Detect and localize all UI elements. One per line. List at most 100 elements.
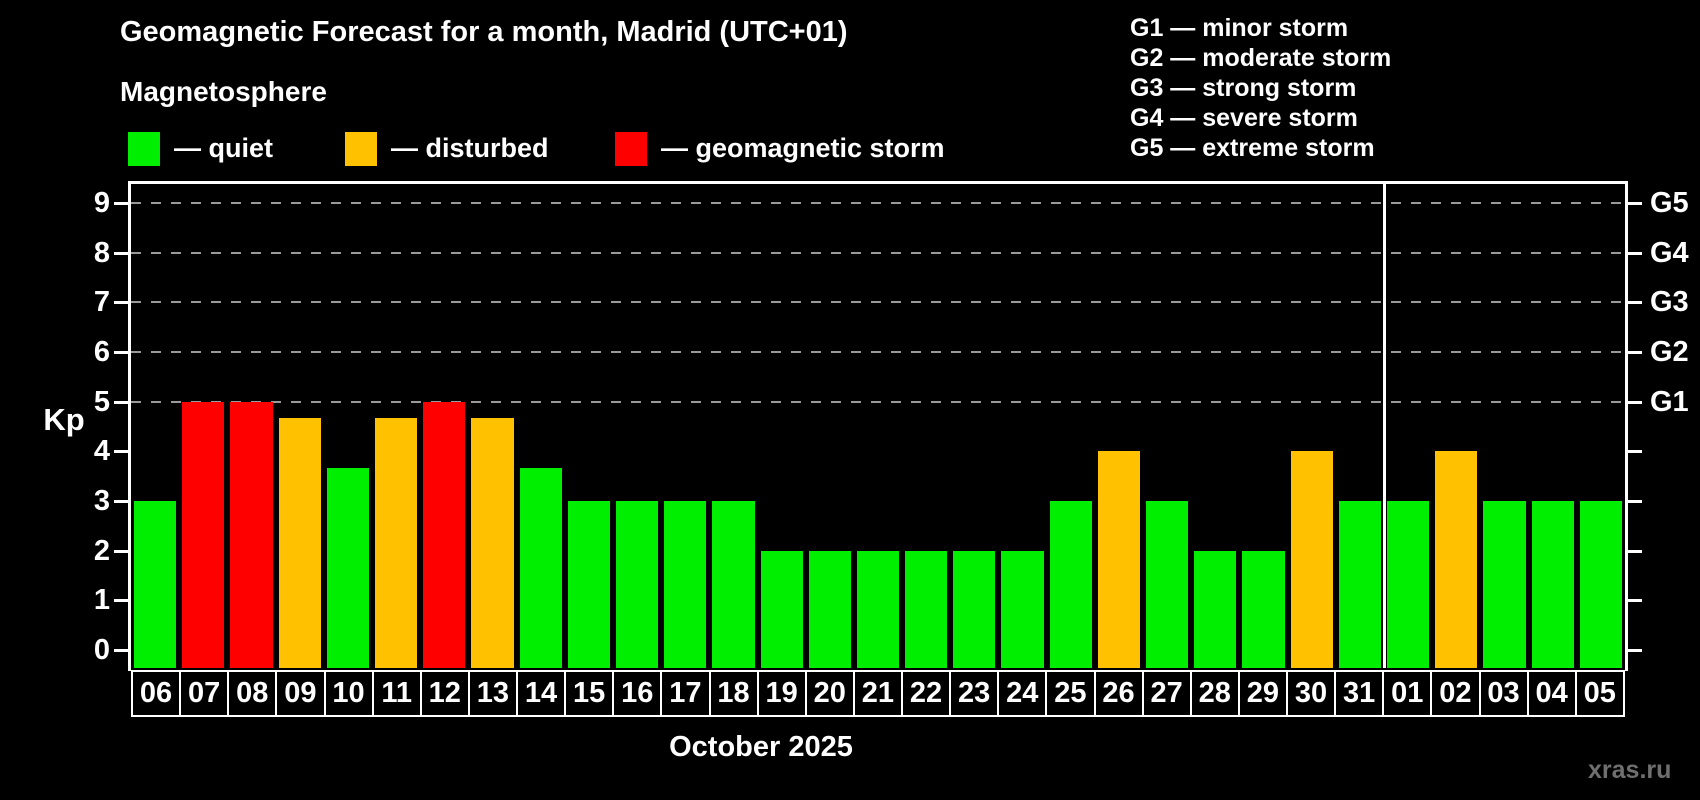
- kp-bar-day-01: [1387, 501, 1430, 668]
- day-cell-13: 13: [467, 670, 518, 717]
- kp-bar-day-13: [471, 418, 514, 668]
- month-label: October 2025: [669, 731, 853, 763]
- y-tick-right-7: [1628, 301, 1642, 305]
- storm-legend-line-4: G4 — severe storm: [1130, 104, 1358, 132]
- day-cell-21: 21: [852, 670, 903, 717]
- kp-bar-day-15: [567, 501, 610, 668]
- kp-bar-day-02: [1435, 451, 1478, 668]
- right-axis-label-G4: G4: [1650, 236, 1689, 269]
- day-cell-25: 25: [1045, 670, 1096, 717]
- storm-legend-line-5: G5 — extreme storm: [1130, 134, 1375, 162]
- y-tick-left-7: [114, 301, 128, 305]
- storm-scale-legend: G1 — minor storm G2 — moderate storm G3 — …: [1130, 13, 1391, 163]
- y-tick-label-5: 5: [93, 385, 110, 418]
- y-tick-label-1: 1: [93, 584, 110, 617]
- y-tick-right-0: [1628, 649, 1642, 652]
- y-axis-line: [128, 181, 131, 671]
- y-tick-label-2: 2: [93, 534, 110, 567]
- day-cell-12: 12: [419, 670, 470, 717]
- right-axis-label-G5: G5: [1650, 186, 1689, 219]
- y-tick-left-3: [114, 499, 128, 503]
- right-axis-label-G2: G2: [1650, 335, 1689, 368]
- right-axis-label-G1: G1: [1650, 385, 1689, 418]
- legend-swatch-storm: [615, 131, 647, 166]
- day-cell-17: 17: [660, 670, 711, 717]
- kp-bar-day-23: [953, 550, 996, 668]
- y-tick-left-8: [114, 251, 128, 255]
- kp-bar-day-05: [1579, 501, 1622, 668]
- kp-bar-day-06: [134, 501, 177, 668]
- plot-area: [131, 183, 1625, 668]
- kp-bar-day-03: [1483, 501, 1526, 668]
- day-cell-08: 08: [227, 670, 278, 717]
- storm-legend-line-2: G2 — moderate storm: [1130, 44, 1392, 72]
- y-tick-label-9: 9: [93, 186, 110, 219]
- kp-bar-day-26: [1097, 451, 1141, 668]
- right-axis-label-G3: G3: [1650, 286, 1689, 319]
- month-separator-line: [1382, 183, 1386, 668]
- day-cell-18: 18: [708, 670, 759, 717]
- y-tick-left-0: [114, 649, 128, 652]
- legend-label-storm: — geomagnetic storm: [661, 133, 945, 163]
- day-cell-28: 28: [1189, 670, 1240, 717]
- day-cell-01: 01: [1382, 670, 1433, 717]
- kp-bar-day-07: [182, 401, 225, 668]
- day-cell-26: 26: [1093, 670, 1144, 717]
- day-cell-31: 31: [1334, 670, 1385, 717]
- legend-item-storm: — geomagnetic storm: [615, 131, 945, 166]
- day-cell-04: 04: [1526, 670, 1577, 717]
- kp-bar-day-11: [374, 418, 418, 668]
- kp-bar-day-17: [664, 501, 707, 668]
- y-tick-label-0: 0: [93, 634, 110, 666]
- legend-swatch-disturbed: [345, 131, 377, 166]
- kp-bar-day-27: [1146, 501, 1189, 668]
- kp-bar-day-24: [1001, 550, 1044, 668]
- kp-bar-day-14: [519, 467, 562, 668]
- y-tick-right-6: [1628, 350, 1642, 354]
- watermark: xras.ru: [1588, 756, 1672, 784]
- day-cell-02: 02: [1430, 670, 1481, 717]
- day-cell-29: 29: [1237, 670, 1288, 717]
- chart-title: Geomagnetic Forecast for a month, Madrid…: [120, 16, 848, 48]
- kp-bar-day-25: [1049, 501, 1092, 668]
- kp-bar-day-10: [326, 467, 369, 668]
- y-tick-right-3: [1628, 499, 1642, 503]
- y-tick-label-8: 8: [93, 236, 110, 269]
- day-cell-09: 09: [275, 670, 326, 717]
- y-tick-left-5: [114, 400, 128, 404]
- x-axis-day-labels: 06 07 08 09 10 11 12 13 14 15 16 17 18 19 20 21 22 23 24 25…: [131, 670, 1625, 717]
- y-tick-right-5: [1628, 400, 1642, 404]
- legend-swatch-quiet: [128, 131, 160, 166]
- y-tick-left-1: [114, 599, 128, 603]
- y-tick-right-4: [1628, 450, 1642, 454]
- kp-bar-day-20: [808, 550, 851, 668]
- grid-line-kp8: [131, 251, 1625, 254]
- grid-line-kp9: [131, 201, 1625, 204]
- day-cell-16: 16: [612, 670, 663, 717]
- right-axis-line: [1625, 181, 1628, 671]
- day-cell-03: 03: [1478, 670, 1529, 717]
- kp-bar-day-30: [1290, 451, 1333, 668]
- kp-bar-day-21: [856, 550, 900, 668]
- day-cell-14: 14: [516, 670, 567, 717]
- y-tick-left-6: [114, 350, 128, 354]
- y-tick-right-2: [1628, 549, 1642, 553]
- grid-line-kp5: [131, 400, 1625, 403]
- kp-bar-day-08: [230, 401, 273, 668]
- kp-bar-day-16: [615, 501, 659, 668]
- kp-bar-day-09: [278, 418, 321, 668]
- kp-bar-day-19: [760, 550, 803, 668]
- day-cell-15: 15: [564, 670, 615, 717]
- plot-frame-top: [128, 181, 1628, 184]
- kp-bar-day-28: [1194, 550, 1237, 668]
- y-tick-right-8: [1628, 251, 1642, 255]
- day-cell-07: 07: [179, 670, 230, 717]
- y-tick-right-9: [1628, 201, 1642, 205]
- day-cell-06: 06: [131, 670, 182, 717]
- y-tick-left-2: [114, 549, 128, 553]
- magnetosphere-label: Magnetosphere: [120, 76, 327, 107]
- kp-bar-day-29: [1242, 550, 1285, 668]
- legend-label-disturbed: — disturbed: [391, 133, 549, 163]
- y-tick-left-9: [114, 201, 128, 205]
